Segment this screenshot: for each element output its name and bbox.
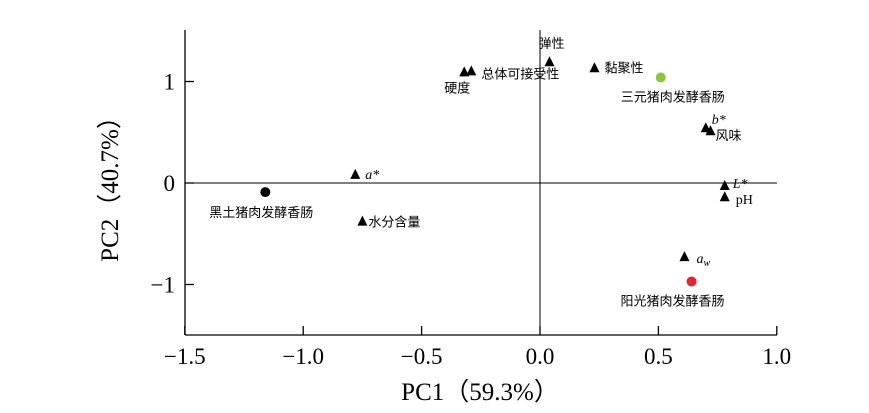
point-label: aw (696, 252, 710, 269)
point-label: pH (736, 193, 753, 208)
triangle-marker (679, 251, 690, 262)
x-tick-label: −1.5 (164, 344, 206, 369)
point-label: 弹性 (538, 37, 564, 52)
triangle-marker (705, 125, 716, 136)
point-label: 风味 (715, 129, 741, 144)
x-tick-label: 0.5 (644, 344, 673, 369)
y-tick-label: 1 (164, 70, 176, 95)
triangle-marker (719, 180, 730, 191)
point-label: a* (365, 168, 379, 183)
point-label: 阳光猪肉发酵香肠 (621, 293, 725, 309)
circle-marker (686, 276, 697, 287)
circle-marker (260, 187, 271, 198)
triangle-marker (357, 215, 368, 226)
ticks: −1.5 −1.0 −0.5 0.0 0.5 1.0 1 0 −1 (151, 70, 792, 370)
triangle-marker (589, 62, 600, 73)
triangle-marker (350, 168, 361, 179)
y-tick-label: −1 (151, 273, 175, 298)
triangle-marker (700, 122, 711, 133)
data-marks (260, 56, 730, 287)
y-tick-label: 0 (164, 171, 176, 196)
x-tick-label: −0.5 (401, 344, 443, 369)
subscript: w (703, 258, 710, 269)
point-label: 黑土猪肉发酵香肠 (209, 205, 313, 221)
triangle-marker (719, 191, 730, 202)
point-label: L* (732, 177, 748, 192)
x-tick-label: 0.0 (526, 344, 555, 369)
x-axis-title: PC1（59.3%） (401, 378, 559, 406)
triangle-marker (459, 66, 470, 77)
point-label: 黏聚性 (604, 60, 643, 76)
x-tick-label: −1.0 (282, 344, 324, 369)
triangle-marker (544, 56, 555, 67)
y-axis-title: PC2（40.7%） (96, 104, 124, 262)
point-label: 水分含量 (368, 215, 420, 231)
triangle-marker (466, 65, 477, 76)
point-label: 三元猪肉发酵香肠 (621, 89, 725, 105)
point-label: 总体可接受性 (481, 66, 559, 82)
point-label: b* (712, 113, 726, 128)
circle-marker (655, 72, 666, 83)
point-label: 硬度 (444, 80, 470, 96)
x-tick-label: 1.0 (762, 344, 791, 369)
